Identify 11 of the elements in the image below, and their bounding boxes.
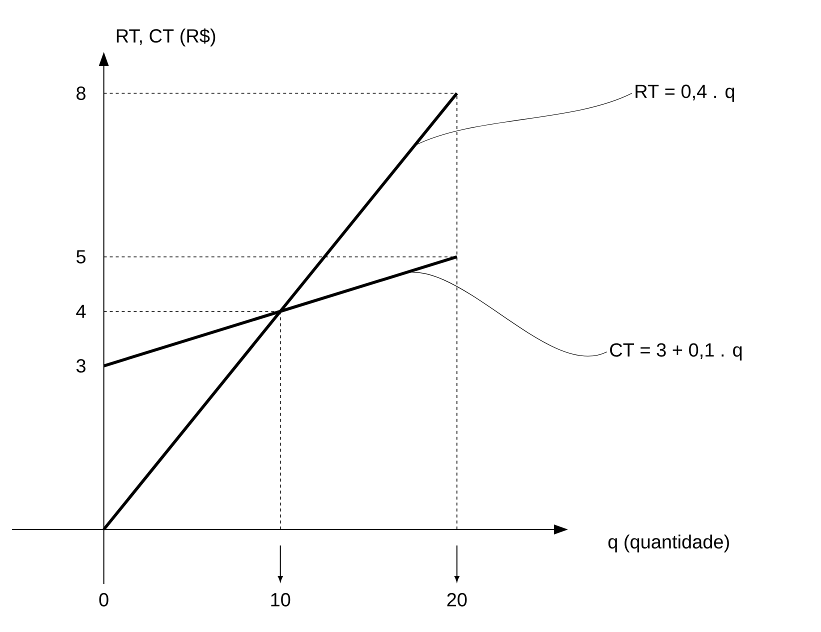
x-tick-label: 0 (99, 592, 108, 606)
y-axis-title: RT, CT (R$) (116, 28, 216, 46)
x-tick-label: 20 (447, 592, 467, 606)
y-tick-label: 5 (76, 250, 86, 264)
y-tick-label: 4 (76, 304, 86, 318)
text: CT = 3 + 0,1 . q (610, 343, 742, 360)
text: RT = 0,4 . q (636, 84, 734, 102)
y-tick-label: 8 (76, 86, 86, 100)
x-axis-title: q (quantidade) (608, 534, 729, 552)
x-tick-label: 10 (271, 592, 290, 606)
y-tick-label: 3 (76, 359, 86, 373)
